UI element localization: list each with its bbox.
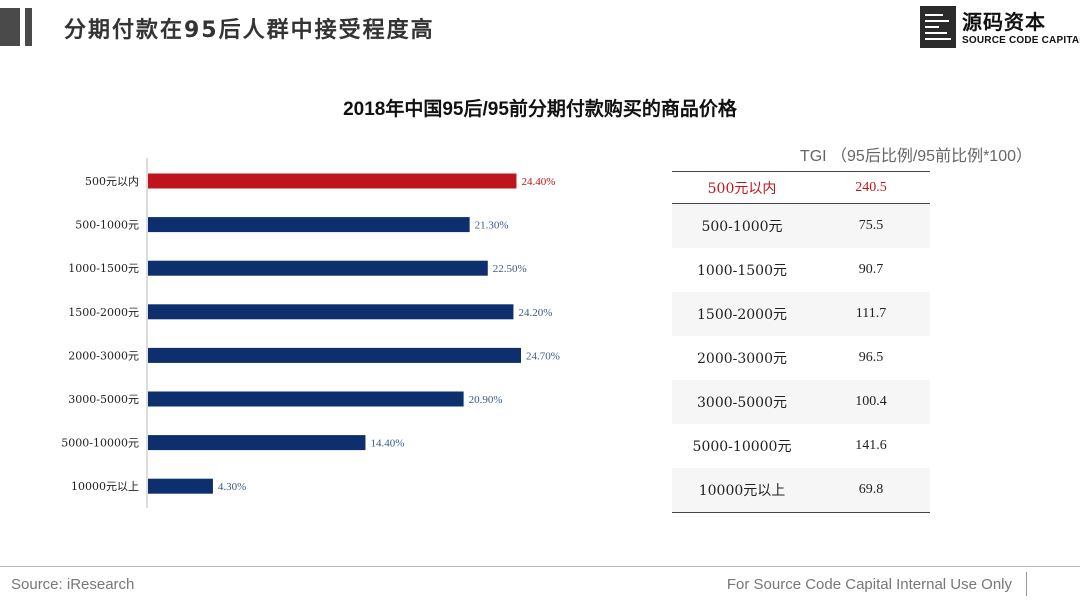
category-label: 5000-10000元	[61, 437, 139, 450]
table-cell-tgi: 100.4	[855, 394, 887, 409]
chart-title: 2018年中国95后/95前分期付款购买的商品价格	[343, 99, 737, 120]
footer-divider	[0, 566, 1080, 567]
source-code-capital-logo: 源码资本 SOURCE CODE CAPITAL	[920, 6, 1080, 50]
category-label: 10000元以上	[71, 480, 139, 493]
header-accent-bar	[0, 8, 20, 46]
bar	[148, 391, 464, 407]
table-row: 5000-10000元 141.6	[672, 424, 930, 468]
data-label: 20.90%	[469, 394, 503, 406]
data-label: 21.30%	[475, 220, 509, 232]
table-row: 2000-3000元 96.5	[672, 336, 930, 380]
bar	[148, 435, 366, 451]
table-row: 500-1000元 75.5	[672, 204, 930, 248]
table-cell-category: 3000-5000元	[697, 395, 787, 411]
category-label: 500元以内	[85, 174, 139, 188]
category-label: 500-1000元	[75, 219, 139, 232]
table-row: 3000-5000元 100.4	[672, 380, 930, 424]
logo-mark-icon	[920, 6, 956, 48]
tgi-table-header: TGI （95后比例/95前比例*100）	[799, 148, 1032, 165]
table-cell-tgi: 111.7	[855, 306, 887, 321]
table-cell-tgi: 75.5	[858, 218, 884, 233]
table-cell-category: 500元以内	[707, 180, 777, 197]
table-row: 1000-1500元 90.7	[672, 248, 930, 292]
table-cell-tgi: 240.5	[855, 179, 887, 195]
logo-text-cn: 源码资本	[962, 10, 1046, 34]
page-title: 分期付款在95后人群中接受程度高	[64, 18, 435, 43]
header-accent-bar-thin	[25, 8, 32, 46]
data-label: 24.20%	[518, 307, 552, 319]
bar	[148, 173, 517, 189]
footer-note: For Source Code Capital Internal Use Onl…	[726, 576, 1012, 593]
table-cell-category: 5000-10000元	[692, 439, 792, 455]
tgi-table: 500元以内 240.5 500-1000元 75.5 1000-1500元 90.7 15…	[672, 171, 930, 513]
data-label: 14.40%	[370, 438, 404, 450]
data-label: 22.50%	[493, 263, 527, 275]
category-label: 1000-1500元	[68, 262, 139, 275]
bar	[148, 347, 521, 363]
bar	[148, 260, 488, 276]
bar	[148, 304, 514, 320]
table-cell-category: 10000元以上	[698, 483, 786, 499]
table-cell-tgi: 69.8	[858, 482, 884, 497]
bar-chart: 500元以内 24.40% 500-1000元 21.30% 1000-1500元 22.…	[61, 158, 560, 508]
bar	[148, 217, 470, 233]
logo-text-en: SOURCE CODE CAPITAL	[962, 35, 1080, 46]
table-row: 500元以内 240.5	[672, 172, 930, 204]
table-cell-tgi: 141.6	[855, 438, 887, 453]
data-label: 24.40%	[521, 176, 555, 188]
category-label: 2000-3000元	[68, 349, 139, 362]
footer-divider-tick	[1026, 572, 1027, 596]
table-cell-category: 500-1000元	[701, 219, 783, 235]
table-cell-category: 1000-1500元	[697, 263, 787, 279]
footer-source: Source: iResearch	[11, 576, 135, 593]
table-row: 10000元以上 69.8	[672, 468, 930, 512]
data-label: 24.70%	[526, 350, 560, 362]
category-label: 1500-2000元	[68, 306, 139, 319]
category-label: 3000-5000元	[68, 393, 139, 406]
table-cell-category: 1500-2000元	[697, 307, 787, 323]
table-cell-tgi: 96.5	[858, 350, 884, 365]
bar	[148, 478, 213, 494]
table-cell-category: 2000-3000元	[697, 351, 787, 367]
table-row: 1500-2000元 111.7	[672, 292, 930, 336]
data-label: 4.30%	[218, 481, 246, 493]
table-cell-tgi: 90.7	[858, 262, 884, 277]
